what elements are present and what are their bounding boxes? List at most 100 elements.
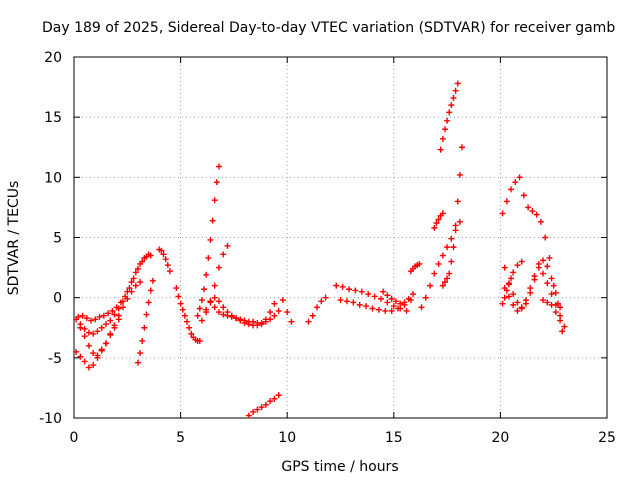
data-point: [94, 328, 101, 335]
data-point: [378, 295, 385, 302]
data-point: [98, 346, 105, 353]
data-point: [422, 294, 429, 301]
data-point: [444, 117, 451, 124]
series-track-r: [407, 260, 423, 275]
x-tick-label: 10: [278, 430, 296, 446]
series-track-f: [156, 246, 173, 275]
data-point: [183, 318, 190, 325]
data-point: [254, 406, 261, 413]
data-point: [90, 350, 97, 357]
data-point: [207, 299, 214, 306]
data-point: [352, 287, 359, 294]
data-point: [431, 224, 438, 231]
data-point: [516, 174, 523, 181]
data-point: [557, 317, 564, 324]
data-point: [508, 186, 515, 193]
data-point: [548, 301, 555, 308]
data-point: [441, 126, 448, 133]
data-point: [548, 275, 555, 282]
data-point: [262, 316, 269, 323]
data-point: [220, 311, 227, 318]
data-point: [224, 309, 231, 316]
data-point: [433, 220, 440, 227]
data-point: [275, 307, 282, 314]
data-point: [435, 260, 442, 267]
data-point: [111, 324, 118, 331]
data-point: [220, 304, 227, 311]
data-point: [510, 301, 517, 308]
data-point: [132, 269, 139, 276]
data-point: [456, 171, 463, 178]
data-point: [132, 282, 139, 289]
data-point: [441, 279, 448, 286]
series-track-n: [305, 294, 329, 325]
data-point: [181, 312, 188, 319]
data-point: [540, 257, 547, 264]
data-point: [137, 350, 144, 357]
data-point: [100, 312, 107, 319]
data-point: [527, 285, 534, 292]
data-point: [403, 307, 410, 314]
data-point: [501, 264, 508, 271]
data-point: [510, 291, 517, 298]
y-tick-label: 15: [44, 110, 62, 126]
data-point: [201, 286, 208, 293]
data-point: [126, 285, 133, 292]
data-point: [333, 282, 340, 289]
data-point: [215, 298, 222, 305]
data-point: [535, 260, 542, 267]
data-point: [209, 217, 216, 224]
data-point: [198, 317, 205, 324]
data-point: [177, 300, 184, 307]
series-track-s: [418, 218, 463, 311]
data-point: [111, 311, 118, 318]
series-track-v: [431, 210, 446, 231]
data-point: [439, 252, 446, 259]
data-point: [537, 218, 544, 225]
data-point: [505, 293, 512, 300]
data-point: [397, 300, 404, 307]
data-point: [271, 312, 278, 319]
data-point: [179, 306, 186, 313]
data-point: [557, 304, 564, 311]
data-point: [130, 275, 137, 282]
series-track-y: [501, 257, 564, 314]
x-tick-label: 20: [491, 430, 509, 446]
data-point: [533, 211, 540, 218]
y-tick-label: 10: [44, 170, 62, 186]
data-point: [203, 306, 210, 313]
data-point: [505, 280, 512, 287]
data-point: [305, 318, 312, 325]
data-point: [401, 299, 408, 306]
data-point: [128, 288, 135, 295]
data-point: [81, 325, 88, 332]
y-tick-label: -10: [39, 411, 62, 427]
data-point: [233, 315, 240, 322]
data-point: [211, 282, 218, 289]
series-track-q: [380, 288, 416, 307]
data-point: [459, 144, 466, 151]
data-point: [363, 303, 370, 310]
data-point: [554, 300, 561, 307]
data-point: [149, 277, 156, 284]
y-tick-label: 20: [44, 50, 62, 66]
data-point: [356, 301, 363, 308]
data-point: [508, 275, 515, 282]
chart-title: Day 189 of 2025, Sidereal Day-to-day VTE…: [42, 20, 615, 36]
data-point: [237, 317, 244, 324]
data-point: [514, 299, 521, 306]
series-track-u: [437, 80, 461, 153]
data-point: [525, 204, 532, 211]
data-point: [439, 210, 446, 217]
data-point: [392, 298, 399, 305]
y-tick-labels: -10 -5 0 5 10 15 20: [39, 50, 62, 427]
series-track-p: [337, 297, 414, 314]
data-point: [346, 286, 353, 293]
data-point: [450, 244, 457, 251]
data-point: [220, 251, 227, 258]
data-point: [211, 294, 218, 301]
series-track-k: [203, 294, 278, 329]
data-point: [77, 324, 84, 331]
